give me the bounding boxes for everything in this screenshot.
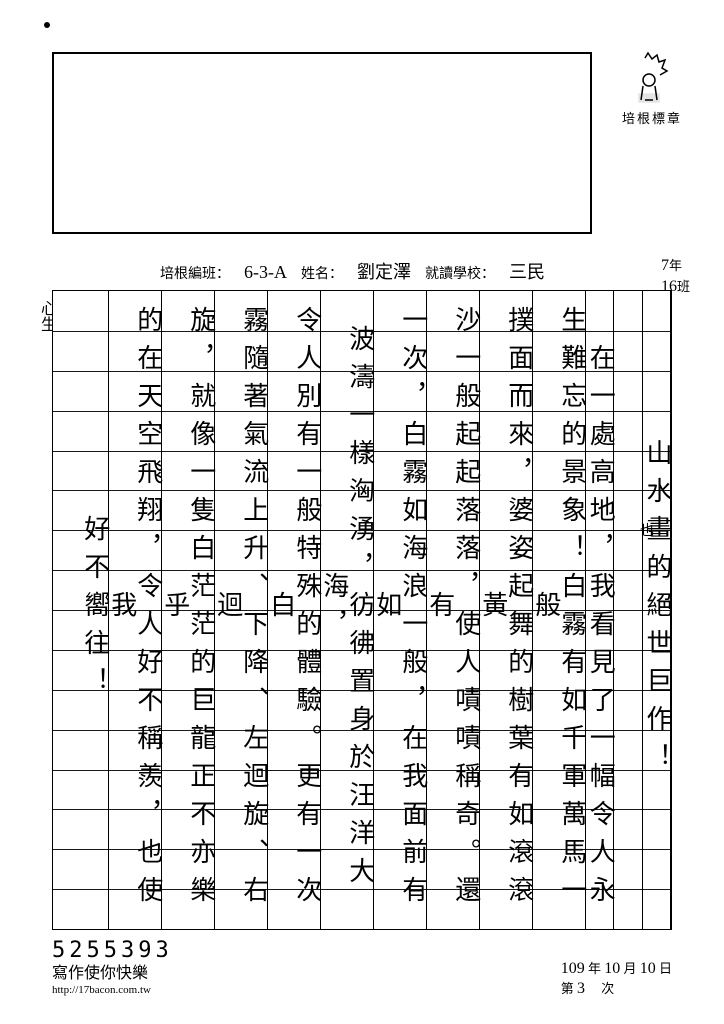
column-text: 山水畫的絕世巨作！ — [643, 291, 670, 929]
grid-column: 霧隨著氣流上升、下降、左迴旋、右迴 — [215, 291, 268, 929]
column-text: 生難忘的景象！白霧有如千軍萬馬一般 — [533, 291, 585, 929]
website-url: http://17bacon.com.tw — [52, 984, 173, 998]
badge-area: 培根標章 — [612, 50, 692, 127]
grid-column: 山水畫的絕世巨作！ — [643, 291, 671, 929]
column-text: 一次，白霧如海浪一般，在我面前有如 — [374, 291, 426, 929]
month-value: 10 — [604, 960, 620, 977]
column-text: 波濤一樣洶湧，彷彿置身於汪洋大海， — [321, 291, 373, 929]
day-value: 10 — [640, 960, 656, 977]
grid-column: 令人別有一般特殊的體驗。更有一次白 — [268, 291, 321, 929]
grade-class-label: 班 — [677, 279, 690, 294]
column-text: 令人別有一般特殊的體驗。更有一次白 — [268, 291, 320, 929]
name-label: 姓名： — [301, 263, 343, 283]
column-text: 旋，就像一隻白茫茫的巨龍正不亦樂乎 — [162, 291, 214, 929]
grid-column: 沙一般起起落落，使人嘖嘖稱奇。還有 — [427, 291, 480, 929]
grid-column: 好不嚮往！ — [80, 291, 108, 929]
column-text: 沙一般起起落落，使人嘖嘖稱奇。還有 — [427, 291, 479, 929]
day-label: 日 — [659, 961, 672, 976]
stray-dot — [44, 22, 50, 28]
seq-value: 3 — [577, 980, 585, 997]
grid-column: 撲面而來，婆姿起舞的樹葉有如滾滾黃 — [480, 291, 533, 929]
year-value: 109 — [561, 960, 585, 977]
grid-column: 在一處高地，我看見了一幅令人永 — [586, 291, 614, 929]
column-text: 的在天空飛翔，令人好不稱羨，也使我 — [109, 291, 161, 929]
seq-label-top: 第 — [561, 981, 574, 996]
grade-year-label: 年 — [669, 258, 682, 273]
column-text — [614, 291, 641, 929]
column-text: 好不嚮往！ — [80, 291, 107, 929]
school-value: 三民 — [509, 258, 545, 284]
bacon-badge-icon — [625, 50, 679, 104]
footer-left: 5255393 寫作使你快樂 http://17bacon.com.tw — [52, 937, 173, 998]
grid-column: 的在天空飛翔，令人好不稱羨，也使我 — [109, 291, 162, 929]
manuscript-grid: 山水畫的絕世巨作！ 在一處高地，我看見了一幅令人永生難忘的景象！白霧有如千軍萬馬… — [52, 290, 672, 930]
grid-column: 旋，就像一隻白茫茫的巨龍正不亦樂乎 — [162, 291, 215, 929]
footer: 5255393 寫作使你快樂 http://17bacon.com.tw 109… — [52, 937, 672, 998]
footer-right: 109 年 10 月 10 日 第 3 次 — [561, 958, 672, 998]
name-value: 劉定澤 — [357, 258, 411, 284]
teacher-comment-box — [52, 52, 592, 234]
grid-column: 生難忘的景象！白霧有如千軍萬馬一般 — [533, 291, 586, 929]
month-label: 月 — [623, 961, 636, 976]
column-text — [53, 291, 80, 929]
grade-year-value: 7 — [661, 257, 669, 274]
seq-label-bot: 次 — [601, 981, 614, 996]
serial-number: 5255393 — [52, 937, 173, 965]
column-text: 霧隨著氣流上升、下降、左迴旋、右迴 — [215, 291, 267, 929]
year-label: 年 — [588, 961, 601, 976]
grid-column — [53, 291, 80, 929]
school-label: 就讀學校： — [425, 263, 495, 283]
inline-annotation: 也 — [640, 520, 654, 540]
grid-column: 波濤一樣洶湧，彷彿置身於汪洋大海， — [321, 291, 374, 929]
column-text: 撲面而來，婆姿起舞的樹葉有如滾滾黃 — [480, 291, 532, 929]
grid-column — [614, 291, 642, 929]
column-text: 在一處高地，我看見了一幅令人永 — [586, 291, 613, 929]
class-label: 培根編班： — [160, 263, 230, 283]
class-value: 6-3-A — [244, 262, 287, 283]
student-meta-row: 培根編班： 6-3-A 姓名： 劉定澤 就讀學校： 三民 — [160, 258, 545, 284]
grid-column: 一次，白霧如海浪一般，在我面前有如 — [374, 291, 427, 929]
badge-label: 培根標章 — [612, 108, 692, 127]
slogan-text: 寫作使你快樂 — [52, 964, 173, 984]
